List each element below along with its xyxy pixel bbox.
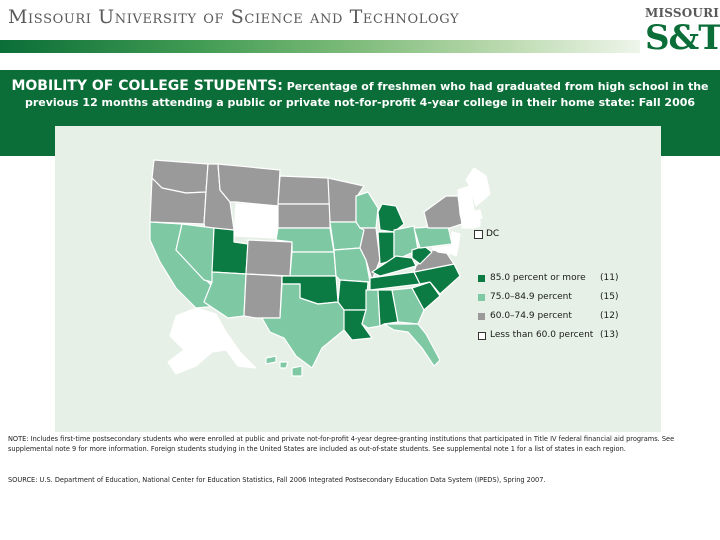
legend-item-high: 85.0 percent or more (11): [478, 273, 628, 287]
caption-lead: MOBILITY OF COLLEGE STUDENTS:: [11, 78, 283, 94]
university-title: Missouri University of Science and Techn…: [8, 6, 460, 28]
legend-count: (15): [600, 292, 619, 302]
caption-text: Percentage of freshmen who had graduated…: [24, 80, 709, 109]
state-hawaii: [265, 355, 277, 365]
state-wisconsin: [355, 191, 379, 229]
legend-swatch-high: [478, 275, 485, 282]
state-alaska: [167, 307, 257, 375]
legend-count: (13): [600, 330, 619, 340]
state-montana: [217, 163, 281, 207]
state-north-dakota: [277, 175, 331, 205]
state-texas: [261, 283, 349, 369]
map-note: NOTE: Includes first-time postsecondary …: [8, 435, 675, 453]
dc-label: DC: [486, 229, 500, 239]
state-arkansas: [337, 279, 369, 311]
header: Missouri University of Science and Techn…: [0, 0, 720, 70]
university-logo: MISSOURI S&T: [645, 4, 720, 66]
state-rhode-island: [473, 219, 481, 229]
state-florida: [383, 323, 441, 367]
map-source: SOURCE: U.S. Department of Education, Na…: [8, 476, 546, 484]
legend-swatch-lowest: [478, 332, 486, 340]
state-massachusetts: [459, 209, 483, 223]
state-wyoming: [233, 203, 279, 239]
state-new-hampshire: [463, 185, 475, 213]
legend-label: 75.0–84.9 percent: [490, 292, 572, 302]
state-nevada: [175, 223, 215, 283]
legend-swatch-low: [478, 313, 485, 320]
state-south-carolina: [411, 281, 441, 311]
state-illinois: [359, 227, 381, 281]
header-gradient-rule: [0, 40, 640, 53]
legend-count: (12): [600, 311, 619, 321]
state-kansas: [289, 251, 337, 277]
map-caption: MOBILITY OF COLLEGE STUDENTS: Percentage…: [8, 78, 712, 111]
state-new-mexico: [243, 273, 283, 319]
legend-item-mid: 75.0–84.9 percent (15): [478, 292, 628, 306]
state-delaware: [451, 245, 459, 257]
state-alabama: [377, 289, 399, 327]
legend-count: (11): [600, 273, 619, 283]
state-maine: [465, 167, 491, 207]
state-new-york: [423, 195, 463, 229]
state-south-dakota: [277, 203, 331, 229]
state-connecticut: [461, 219, 475, 229]
legend-item-lowest: Less than 60.0 percent (13): [478, 330, 628, 344]
legend-swatch-mid: [478, 294, 485, 301]
state-new-jersey: [451, 231, 461, 249]
state-michigan: [377, 203, 405, 233]
legend-label: Less than 60.0 percent: [490, 330, 594, 340]
legend-label: 60.0–74.9 percent: [490, 311, 572, 321]
state-georgia: [391, 287, 425, 325]
legend-item-low: 60.0–74.9 percent (12): [478, 311, 628, 325]
state-colorado: [245, 239, 293, 277]
state-kentucky: [371, 255, 417, 277]
legend-label: 85.0 percent or more: [490, 273, 586, 283]
logo-top-text: MISSOURI: [645, 6, 720, 20]
dc-swatch: [474, 230, 483, 239]
state-pennsylvania: [413, 225, 453, 249]
logo-main-text: S&T: [645, 18, 720, 58]
state-hawaii-island-2: [279, 361, 289, 369]
state-hawaii-island-3: [291, 365, 303, 377]
